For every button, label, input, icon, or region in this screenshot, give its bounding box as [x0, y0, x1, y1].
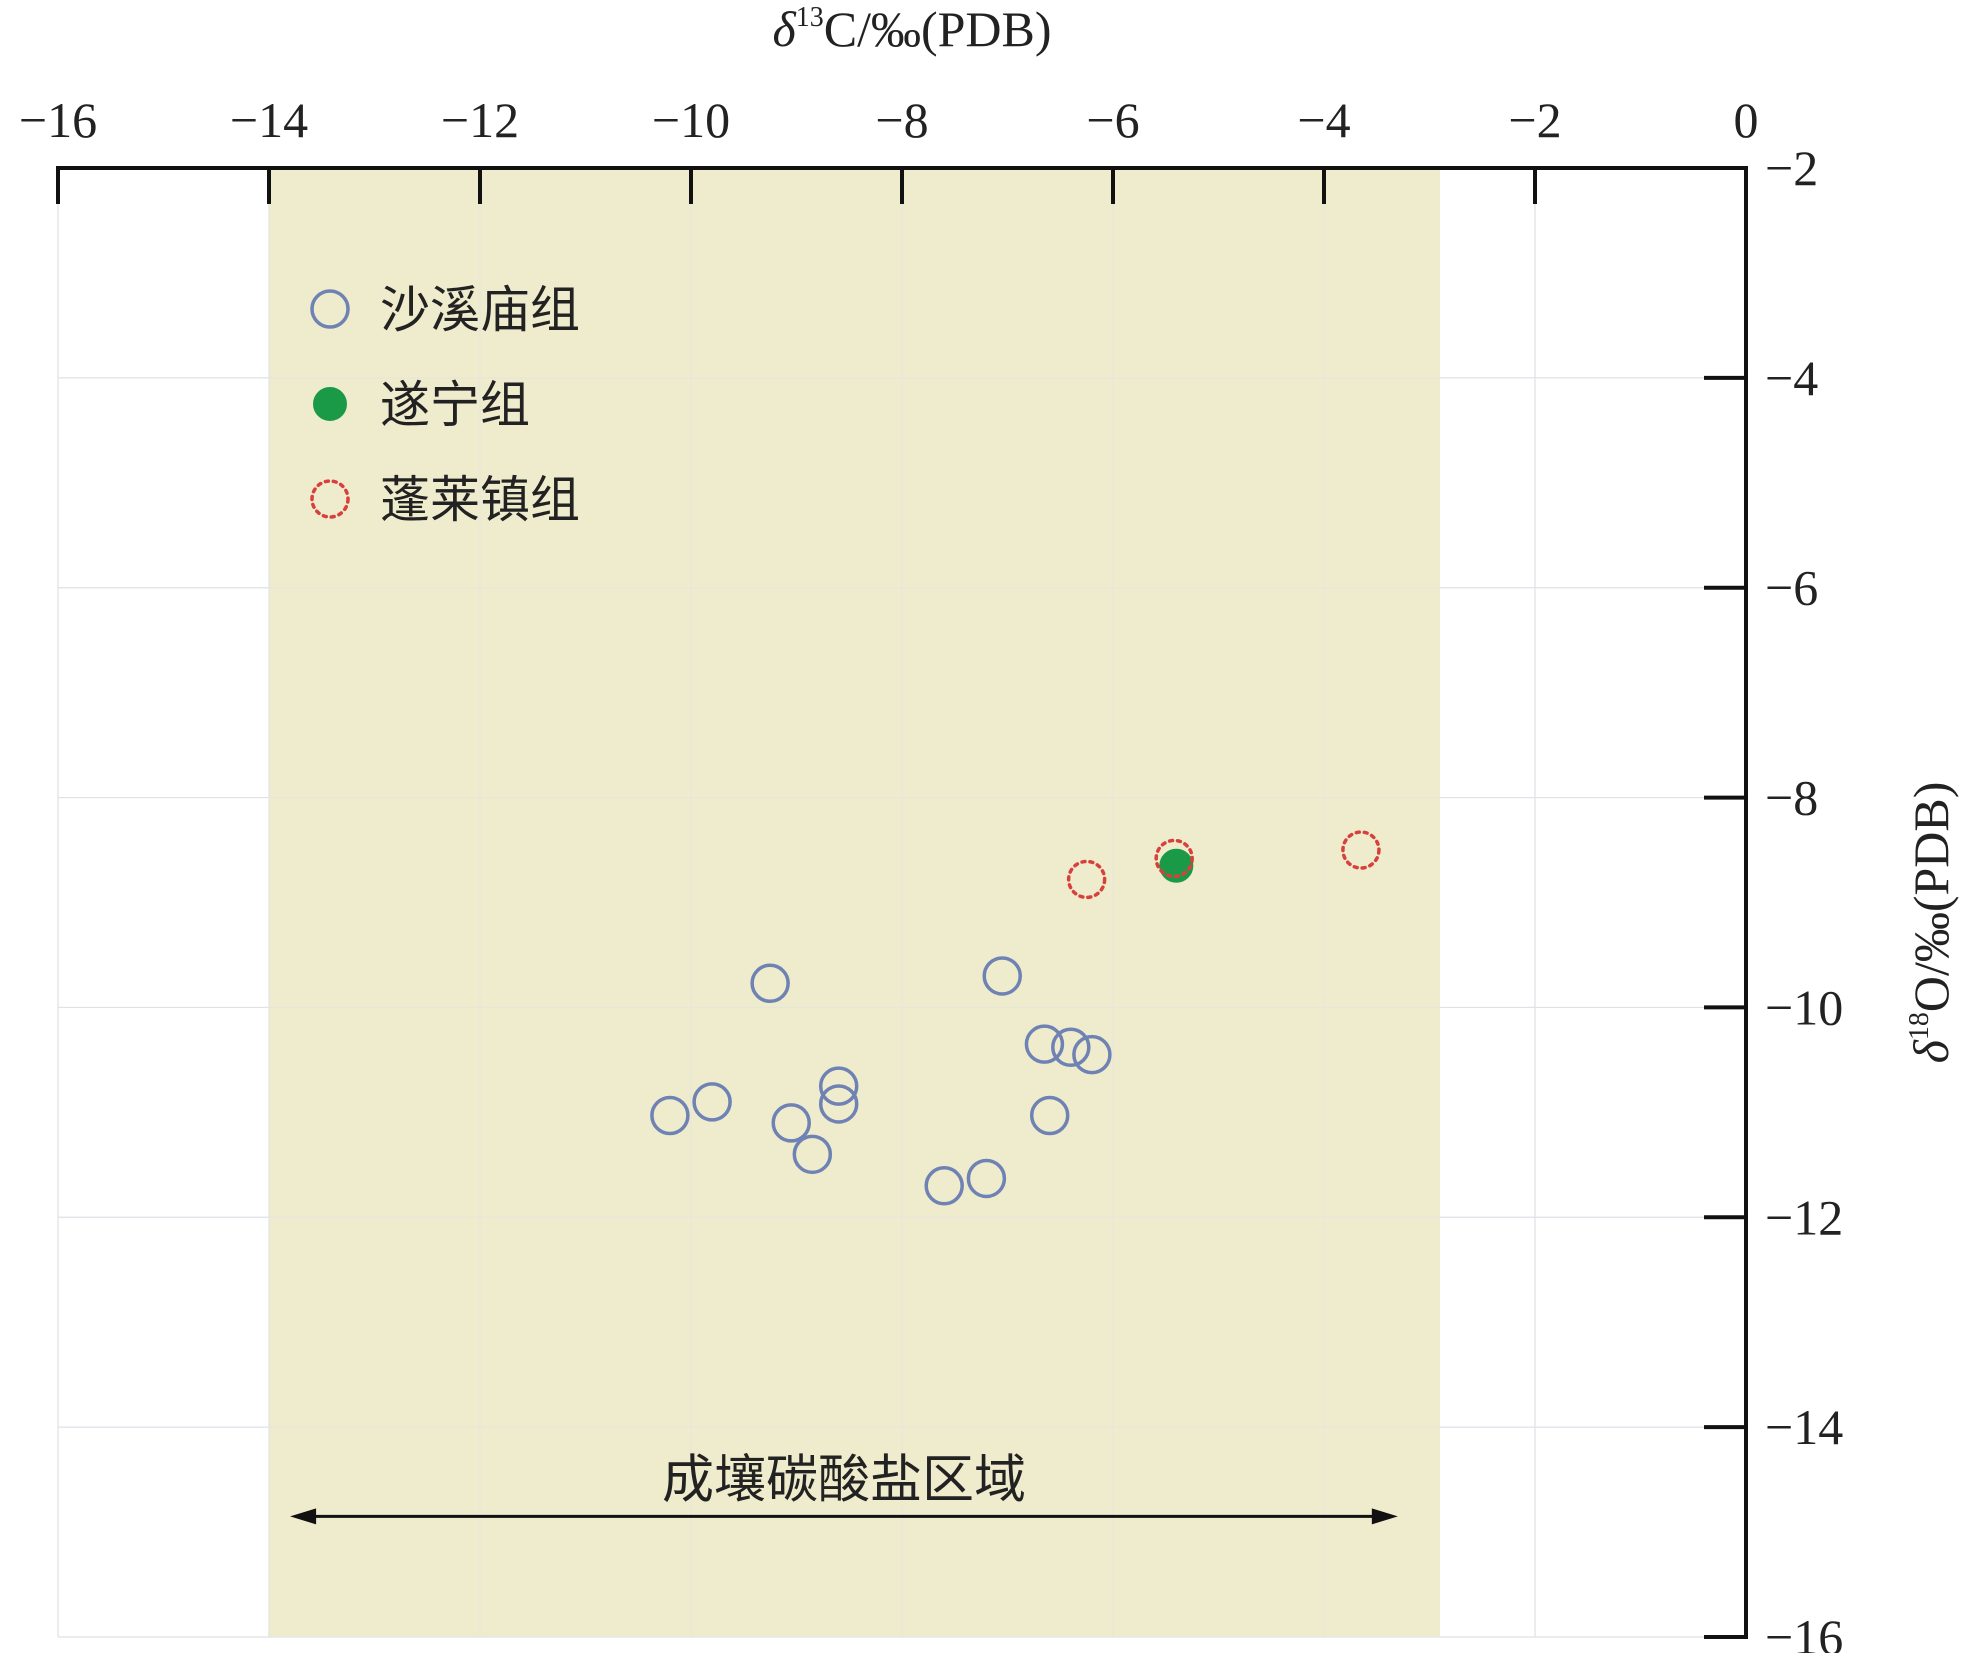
- x-tick-label: −6: [1086, 92, 1139, 148]
- data-point: [650, 1095, 690, 1136]
- x-axis-title: δ13C/‰(PDB): [772, 1, 1051, 57]
- x-tick-label: −8: [875, 92, 928, 148]
- data-point: [982, 956, 1022, 996]
- data-point: [692, 1082, 732, 1122]
- legend-marker: [310, 289, 350, 329]
- y-axis-title-sup: 18: [1904, 1012, 1935, 1040]
- y-tick-label: −10: [1765, 979, 1843, 1035]
- arrow-head-right-icon: [1371, 1508, 1398, 1525]
- x-tick-label: −14: [230, 92, 308, 148]
- data-point: [1024, 1024, 1065, 1064]
- y-tick-label: −4: [1765, 350, 1818, 406]
- arrow-head-left-icon: [290, 1508, 317, 1525]
- pedogenic-carbonate-zone: [269, 168, 1441, 1637]
- legend-marker: [313, 387, 347, 421]
- data-point: [750, 963, 790, 1004]
- data-point: [1154, 838, 1194, 879]
- y-tick-label: −8: [1765, 770, 1818, 826]
- x-tick-label: −2: [1508, 92, 1561, 148]
- x-axis-title-sup: 13: [796, 2, 824, 33]
- data-points: [650, 830, 1381, 1206]
- zone-label: 成壤碳酸盐区域: [662, 1451, 1026, 1511]
- y-tick-label: −2: [1765, 140, 1818, 196]
- x-tick-label: −16: [19, 92, 97, 148]
- data-point: [1072, 1034, 1112, 1075]
- y-tick-label: −12: [1765, 1189, 1843, 1245]
- legend-label: 蓬莱镇组: [380, 471, 580, 529]
- zone-annotation: 成壤碳酸盐区域: [290, 1451, 1398, 1525]
- data-point: [1066, 859, 1107, 900]
- x-tick-label: −12: [441, 92, 519, 148]
- y-axis-title-rest: O/‰(PDB): [1903, 782, 1959, 1013]
- y-axis: −2 −4 −6 −8 −10 −12 −14 −16: [1704, 140, 1843, 1653]
- legend-marker: [310, 479, 350, 519]
- x-axis-title-rest: C/‰(PDB): [824, 1, 1052, 57]
- y-axis-title: δ18O/‰(PDB): [1903, 782, 1959, 1064]
- data-point: [792, 1134, 833, 1175]
- y-tick-label: −6: [1765, 560, 1818, 616]
- x-tick-label: −10: [652, 92, 730, 148]
- legend-label: 遂宁组: [380, 376, 530, 434]
- x-tick-label: −4: [1297, 92, 1350, 148]
- x-tick-label: 0: [1734, 92, 1759, 148]
- data-point: [966, 1158, 1007, 1199]
- data-point: [1341, 830, 1381, 870]
- y-tick-label: −16: [1765, 1609, 1843, 1653]
- data-point: [771, 1103, 811, 1143]
- legend-label: 沙溪庙组: [380, 281, 580, 339]
- x-axis-title-delta: δ: [772, 1, 796, 57]
- data-point: [818, 1084, 859, 1124]
- data-point: [818, 1066, 859, 1106]
- y-axis-title-delta: δ: [1903, 1039, 1959, 1063]
- x-axis: −16 −14 −12 −10 −8 −6 −4 −2 0: [19, 92, 1759, 204]
- data-point: [924, 1166, 964, 1206]
- data-point: [1051, 1027, 1091, 1068]
- y-tick-label: −14: [1765, 1399, 1843, 1455]
- data-point: [1029, 1095, 1070, 1136]
